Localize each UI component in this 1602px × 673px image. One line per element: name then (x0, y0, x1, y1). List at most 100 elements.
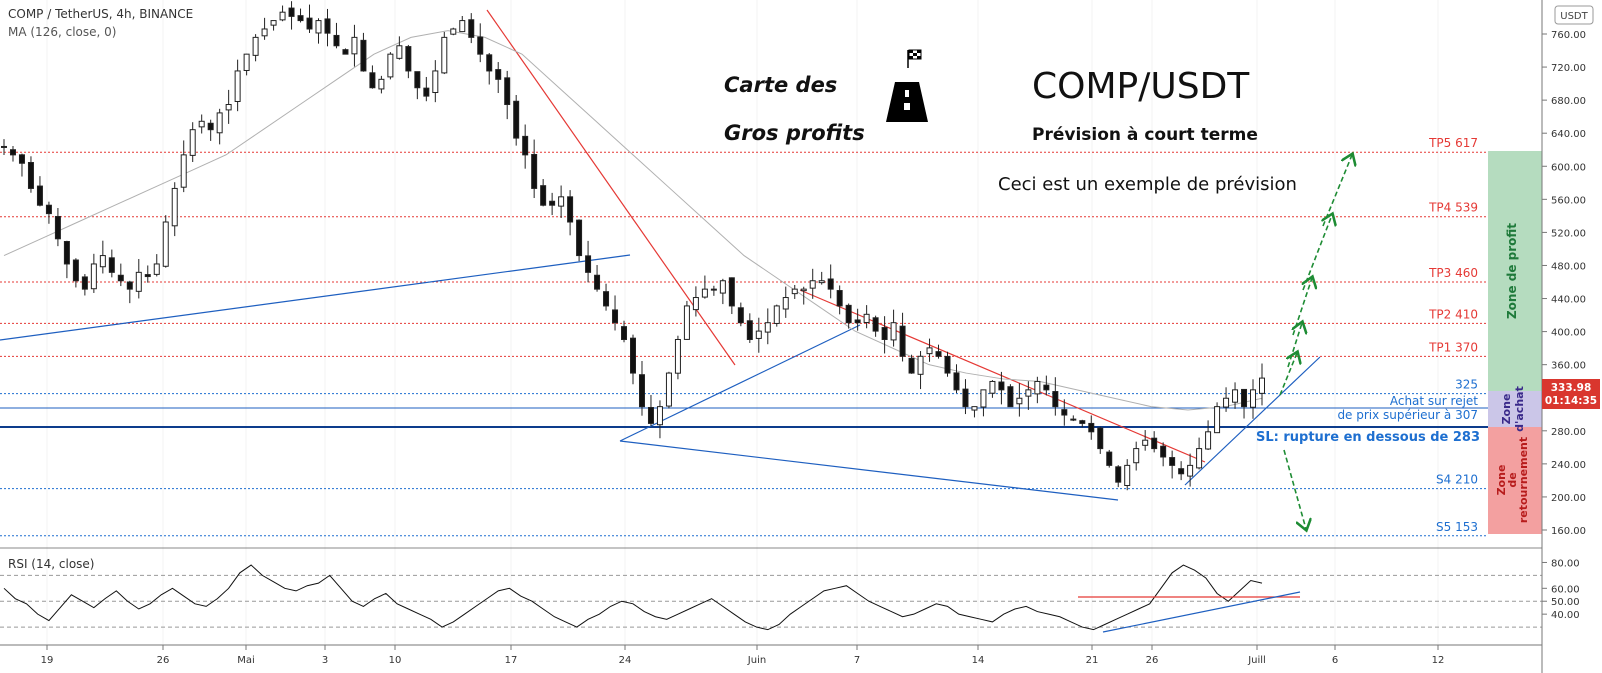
candle-body (108, 257, 115, 273)
y-tick-label: 280.00 (1551, 427, 1586, 438)
buy-note-line-1: Achat sur rejet (1390, 394, 1478, 408)
candle-body (63, 241, 70, 265)
candle-body (1043, 384, 1050, 391)
candle-body (18, 154, 25, 164)
candle-body (800, 288, 807, 292)
forecast-arrow-5 (1322, 155, 1352, 227)
candle-body (1160, 445, 1167, 458)
candle-body (54, 215, 61, 240)
time-axis: 19 26 Mai 3 10 17 24 Juin 7 14 21 26 Juill 6 12 (41, 645, 1445, 666)
candle-body (198, 120, 205, 128)
candle-body (450, 28, 457, 35)
candle-body (728, 277, 735, 307)
candle-body (1259, 377, 1265, 394)
candle-body (1151, 437, 1158, 450)
y-tick-label: 160.00 (1551, 526, 1586, 537)
candle-body (495, 69, 502, 80)
candle-body (9, 149, 16, 156)
candle-body (1061, 409, 1068, 416)
candle-body (315, 20, 322, 34)
level-label: TP2 410 (1428, 307, 1478, 321)
candle-body (962, 388, 969, 408)
brand-line-2: Gros profits (724, 121, 865, 145)
y-tick-label: 360.00 (1551, 361, 1586, 372)
countdown-value: 01:14:35 (1545, 395, 1597, 407)
x-tick-label: 6 (1332, 655, 1338, 666)
level-label: TP4 539 (1428, 201, 1478, 215)
y-tick-label: 200.00 (1551, 493, 1586, 504)
candle-body (414, 71, 421, 89)
x-tick-label: 21 (1086, 655, 1099, 666)
candle-body (252, 36, 259, 56)
currency-badge[interactable] (1554, 5, 1594, 25)
rsi-tick-label: 80.00 (1551, 558, 1580, 569)
candle-body (1232, 389, 1239, 403)
rsi-tick-label: 50.00 (1551, 597, 1580, 608)
level-lines: TP5 617 TP4 539 TP3 460 TP2 410 TP1 370 325 S4… (0, 136, 1488, 537)
candle-body (432, 70, 439, 94)
candle-body (270, 20, 277, 26)
candle-body (953, 372, 960, 391)
candle-body (764, 322, 771, 333)
candle-body (890, 322, 897, 341)
x-tick-label: 7 (854, 655, 860, 666)
candle-body (755, 330, 762, 339)
buy-zone-band (1488, 391, 1542, 427)
candle-body (935, 351, 942, 357)
candle-body (81, 276, 88, 290)
candle-body (1097, 427, 1104, 450)
candle-body (378, 78, 385, 90)
candle-body (324, 18, 331, 34)
candle-body (549, 200, 556, 206)
stop-loss-note: SL: rupture en dessous de 283 (1256, 430, 1480, 445)
buy-note-line-2: de prix supérieur à 307 (1337, 408, 1478, 422)
candle-body (1079, 420, 1086, 424)
candle-body (162, 221, 169, 267)
candle-body (216, 112, 223, 134)
candle-body (387, 53, 394, 78)
candle-body (998, 381, 1005, 391)
level-label: TP1 370 (1428, 340, 1478, 354)
y-tick-label: 680.00 (1551, 96, 1586, 107)
candle-body (279, 11, 286, 21)
candle-body (971, 406, 978, 411)
candle-body (1223, 397, 1230, 408)
zone-buy-label-1: Zone (1500, 394, 1513, 425)
candle-body (1115, 466, 1122, 483)
candles-group (1, 1, 1265, 491)
candle-body (1106, 451, 1113, 466)
y-tick-label: 480.00 (1551, 261, 1586, 272)
candle-body (881, 327, 888, 340)
profit-zone-band (1488, 151, 1542, 391)
candle-body (522, 135, 529, 156)
x-tick-label: 12 (1432, 655, 1445, 666)
level-label: 325 (1455, 378, 1478, 392)
candle-body (423, 87, 430, 97)
candle-body (1088, 422, 1095, 433)
candle-body (944, 355, 951, 374)
candle-body (234, 70, 241, 102)
y-tick-label: 520.00 (1551, 228, 1586, 239)
candle-body (719, 280, 726, 294)
x-tick-label: 26 (1146, 655, 1159, 666)
x-tick-label: 19 (41, 655, 54, 666)
x-tick-label: Juin (747, 655, 766, 666)
y-tick-label: 720.00 (1551, 63, 1586, 74)
candle-body (396, 45, 403, 59)
candle-body (701, 288, 708, 298)
candle-body (872, 317, 879, 332)
candle-body (135, 271, 142, 292)
zone-reversal-label-3: retournement (1517, 437, 1530, 523)
new-uptrend-line (1184, 356, 1321, 486)
y-tick-label: 760.00 (1551, 30, 1586, 41)
rsi-label: RSI (14, close) (8, 557, 94, 571)
candle-body (621, 326, 628, 340)
x-tick-label: Mai (237, 655, 255, 666)
zone-reversal-label-1: Zone (1495, 465, 1508, 496)
grid-lines (46, 0, 1439, 645)
candle-body (558, 196, 565, 207)
level-label: TP5 617 (1428, 136, 1478, 150)
candle-body (369, 72, 376, 89)
